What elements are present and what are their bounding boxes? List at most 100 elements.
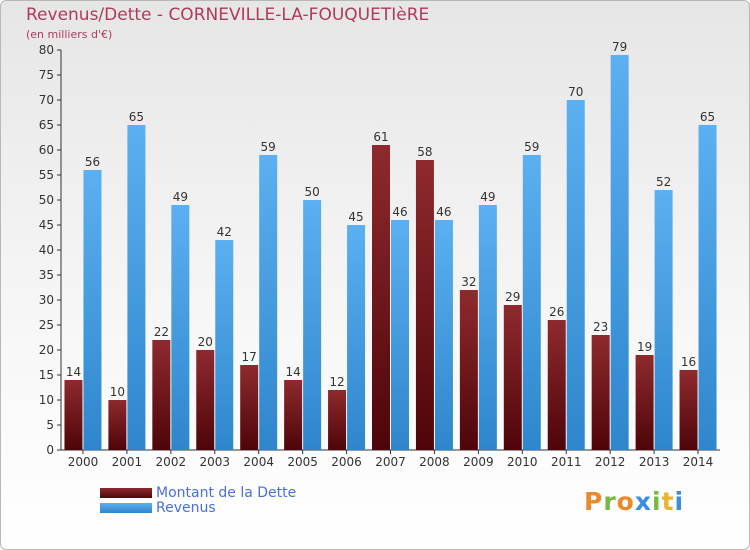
bar-revenus	[347, 225, 366, 450]
bar-revenus	[127, 125, 146, 450]
data-label: 45	[348, 210, 363, 224]
x-tick-label: 2013	[639, 455, 670, 469]
bar-revenus	[566, 100, 585, 450]
y-tick-label: 15	[39, 368, 54, 382]
data-label: 23	[593, 320, 608, 334]
y-tick-label: 20	[39, 343, 54, 357]
data-label: 59	[261, 140, 276, 154]
data-label: 10	[110, 385, 125, 399]
logo-letter: i	[674, 487, 685, 516]
legend-swatch-revenus	[100, 503, 152, 513]
bar-revenus	[698, 125, 717, 450]
x-tick-label: 2008	[419, 455, 450, 469]
proxiti-logo: Proxiti	[584, 487, 684, 516]
bar-revenus	[478, 205, 497, 450]
x-tick-label: 2007	[375, 455, 406, 469]
chart-title: Revenus/Dette - CORNEVILLE-LA-FOUQUETIèR…	[26, 5, 430, 25]
y-tick-label: 30	[39, 293, 54, 307]
bar-dette	[635, 355, 654, 450]
data-label: 14	[285, 365, 300, 379]
logo-letter: x	[634, 487, 652, 516]
y-tick-label: 25	[39, 318, 54, 332]
bar-dette	[152, 340, 171, 450]
y-tick-label: 55	[39, 168, 54, 182]
y-tick-label: 10	[39, 393, 54, 407]
x-tick-label: 2011	[551, 455, 582, 469]
bar-dette	[415, 160, 434, 450]
bar-dette	[459, 290, 478, 450]
data-label: 65	[129, 110, 144, 124]
bar-revenus	[434, 220, 453, 450]
legend-label-revenus: Revenus	[156, 500, 216, 516]
chart-axes: 0 5 10 15 20 25 30 35 40 45 50 55 60 65 70 75 80 2000 2001…	[39, 43, 720, 469]
bar-revenus	[610, 55, 629, 450]
bar-revenus	[83, 170, 102, 450]
bar-dette	[591, 335, 610, 450]
data-label: 42	[217, 225, 232, 239]
y-tick-label: 35	[39, 268, 54, 282]
y-tick-label: 50	[39, 193, 54, 207]
bar-revenus	[215, 240, 234, 450]
data-label: 20	[198, 335, 213, 349]
x-tick-label: 2009	[463, 455, 494, 469]
data-label: 59	[524, 140, 539, 154]
bar-dette	[240, 365, 259, 450]
bar-dette	[284, 380, 303, 450]
data-label: 26	[549, 305, 564, 319]
y-tick-label: 45	[39, 218, 54, 232]
data-label: 16	[681, 355, 696, 369]
chart-data-labels: 14 56 10 65 22 49 20 42 17 59 14 50 12 45 61 46 58 46 32 49…	[66, 40, 715, 399]
x-tick-label: 2001	[112, 455, 143, 469]
data-label: 50	[304, 185, 319, 199]
bar-dette	[108, 400, 127, 450]
y-tick-label: 5	[46, 418, 54, 432]
x-tick-label: 2010	[507, 455, 538, 469]
data-label: 52	[656, 175, 671, 189]
data-label: 46	[436, 205, 451, 219]
bar-dette	[503, 305, 522, 450]
y-tick-label: 65	[39, 118, 54, 132]
logo-letter: P	[584, 487, 604, 516]
data-label: 14	[66, 365, 81, 379]
y-tick-label: 60	[39, 143, 54, 157]
bar-dette	[328, 390, 347, 450]
data-label: 49	[480, 190, 495, 204]
logo-letter: o	[616, 487, 635, 516]
bar-dette	[372, 145, 390, 450]
data-label: 49	[173, 190, 188, 204]
data-label: 65	[700, 110, 715, 124]
data-label: 46	[392, 205, 407, 219]
x-tick-label: 2002	[156, 455, 187, 469]
y-tick-label: 40	[39, 243, 54, 257]
chart-bars	[64, 55, 717, 450]
legend-swatch-dette	[100, 488, 152, 498]
data-label: 17	[242, 350, 257, 364]
x-tick-label: 2012	[595, 455, 626, 469]
data-label: 19	[637, 340, 652, 354]
logo-letter: t	[661, 487, 675, 516]
x-tick-label: 2006	[331, 455, 362, 469]
data-label: 29	[505, 290, 520, 304]
y-tick-label: 0	[46, 443, 54, 457]
x-tick-label: 2004	[243, 455, 274, 469]
data-label: 79	[612, 40, 627, 54]
logo-letter: i	[652, 487, 662, 516]
y-tick-label: 75	[39, 68, 54, 82]
bar-revenus	[522, 155, 541, 450]
bar-revenus	[303, 200, 322, 450]
data-label: 22	[154, 325, 169, 339]
x-tick-label: 2005	[287, 455, 318, 469]
data-label: 58	[417, 145, 432, 159]
data-label: 12	[329, 375, 344, 389]
bar-revenus	[391, 220, 409, 450]
chart-subtitle: (en milliers d'€)	[26, 28, 113, 41]
legend-label-dette: Montant de la Dette	[156, 485, 297, 501]
y-tick-label: 80	[39, 43, 54, 57]
bar-revenus	[171, 205, 190, 450]
data-label: 56	[85, 155, 100, 169]
data-label: 32	[461, 275, 476, 289]
bar-dette	[547, 320, 566, 450]
bar-dette	[679, 370, 698, 450]
data-label: 61	[373, 130, 388, 144]
